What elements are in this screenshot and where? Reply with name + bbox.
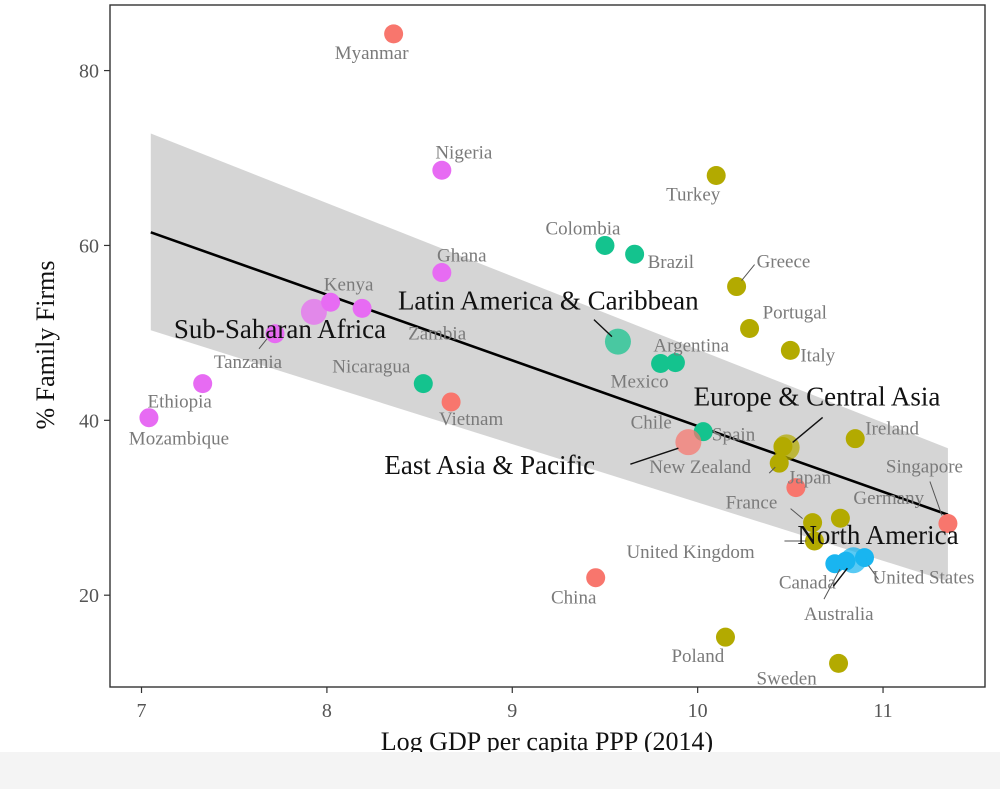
point-poland — [715, 627, 735, 647]
leader-line — [741, 264, 755, 281]
region-label-east-asia-pacific: East Asia & Pacific — [384, 450, 595, 480]
y-tick-label: 20 — [79, 585, 99, 607]
point-sweden — [829, 653, 849, 673]
region-label-europe-central-asia: Europe & Central Asia — [694, 381, 941, 411]
y-tick-label: 80 — [79, 61, 99, 83]
point-turkey — [706, 166, 726, 185]
x-tick-label: 7 — [137, 700, 147, 722]
region-leader-line — [792, 416, 824, 443]
label-united-kingdom: United Kingdom — [626, 542, 754, 563]
point-ireland — [845, 429, 865, 449]
label-myanmar: Myanmar — [335, 43, 410, 64]
label-poland: Poland — [671, 646, 724, 667]
y-axis-title: % Family Firms — [31, 260, 60, 429]
region-leader-line — [832, 567, 848, 587]
label-italy: Italy — [800, 345, 835, 366]
region-label-latin-america-caribbean: Latin America & Caribbean — [398, 286, 699, 316]
label-mozambique: Mozambique — [129, 429, 229, 450]
point-zambia — [352, 298, 372, 318]
point-germany — [830, 508, 850, 528]
point-vietnam — [441, 392, 461, 412]
label-mexico: Mexico — [611, 371, 669, 392]
point-china — [586, 568, 606, 588]
region-leader-line — [593, 319, 613, 338]
point-nicaragua — [413, 374, 433, 394]
y-tick-label: 60 — [79, 235, 99, 257]
point-france — [803, 513, 823, 533]
leader-line — [868, 565, 879, 580]
point-italy — [780, 340, 800, 360]
label-ethiopia: Ethiopia — [147, 392, 212, 413]
label-ireland: Ireland — [865, 419, 919, 440]
leader-line — [258, 338, 268, 350]
point-mozambique — [139, 408, 159, 428]
label-germany: Germany — [853, 488, 924, 509]
region-label-north-america: North America — [797, 520, 958, 550]
label-spain: Spain — [712, 425, 756, 446]
point-ghana — [432, 263, 452, 283]
x-tick-label: 9 — [507, 700, 517, 722]
label-nicaragua: Nicaragua — [332, 357, 411, 378]
x-tick-label: 10 — [688, 700, 708, 722]
point-portugal — [740, 319, 760, 339]
label-canada: Canada — [779, 573, 837, 594]
label-argentina: Argentina — [653, 336, 729, 357]
label-portugal: Portugal — [763, 303, 827, 324]
point-mexico — [651, 353, 671, 373]
label-new-zealand: New Zealand — [649, 457, 751, 478]
region-label-sub-saharan-africa: Sub-Saharan Africa — [174, 314, 386, 344]
scatter-chart: 7 8 9 10 11 20 40 60 80 Myanmar Nigeria Ghana Kenya Z… — [31, 4, 986, 752]
point-tanzania — [265, 324, 285, 344]
point-united-kingdom — [804, 531, 824, 551]
confidence-band — [150, 133, 948, 582]
x-tick-label: 8 — [322, 700, 332, 722]
leader-line — [823, 568, 841, 600]
leader-line — [790, 508, 803, 520]
region-point-east-asia-pacific — [675, 429, 702, 456]
region-point-latin-america-caribbean — [604, 328, 631, 355]
leader-line — [929, 481, 943, 516]
plot-frame — [109, 4, 986, 688]
label-chile: Chile — [631, 413, 672, 434]
label-china: China — [551, 588, 597, 609]
point-brazil — [625, 244, 645, 264]
point-ethiopia — [193, 374, 213, 394]
region-point-sub-saharan-africa — [300, 298, 327, 325]
point-japan — [786, 478, 806, 498]
label-kenya: Kenya — [324, 274, 374, 295]
label-greece: Greece — [757, 252, 811, 273]
label-brazil: Brazil — [648, 252, 694, 273]
point-greece — [727, 277, 747, 297]
label-turkey: Turkey — [666, 185, 721, 206]
label-ghana: Ghana — [437, 246, 487, 267]
region-leader-line — [630, 447, 679, 465]
label-colombia: Colombia — [545, 218, 621, 239]
label-vietnam: Vietnam — [439, 409, 504, 430]
label-united-states: United States — [873, 568, 975, 589]
label-france: France — [726, 493, 778, 514]
plot-area: 7 8 9 10 11 20 40 60 80 Myanmar Nigeria Ghana Kenya Z… — [79, 4, 986, 722]
label-sweden: Sweden — [757, 668, 818, 689]
label-singapore: Singapore — [886, 456, 963, 477]
x-tick-label: 11 — [873, 700, 892, 722]
label-japan: Japan — [788, 468, 832, 489]
point-colombia — [595, 235, 615, 255]
label-zambia: Zambia — [408, 323, 467, 344]
x-axis-title: Log GDP per capita PPP (2014) — [381, 727, 713, 752]
point-myanmar — [384, 24, 404, 44]
y-tick-label: 40 — [79, 410, 99, 432]
point-singapore — [938, 513, 958, 533]
leader-line — [768, 466, 776, 474]
region-point-north-america — [840, 547, 867, 574]
point-argentina — [665, 353, 685, 373]
label-nigeria: Nigeria — [435, 142, 493, 163]
regression-line — [150, 231, 949, 516]
point-nigeria — [432, 160, 452, 180]
label-tanzania: Tanzania — [214, 352, 283, 373]
label-australia: Australia — [804, 604, 874, 625]
region-point-europe-central-asia — [773, 434, 800, 461]
bottom-strip — [0, 752, 1000, 789]
